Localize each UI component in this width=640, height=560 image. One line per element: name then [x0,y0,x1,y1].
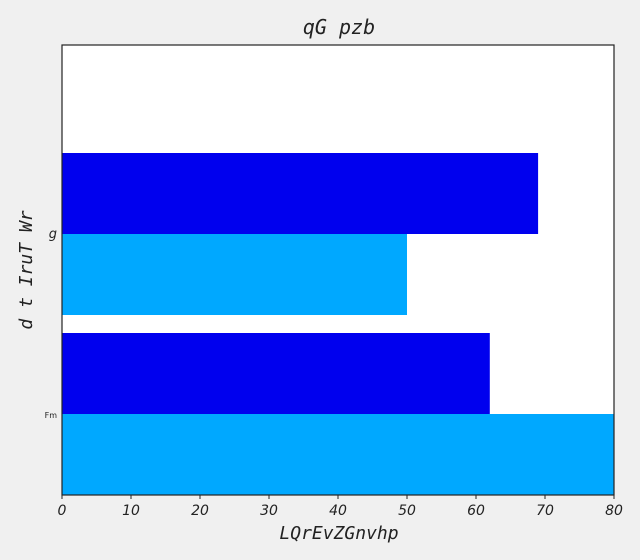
x-tick-label: 70 [536,503,554,519]
x-axis-ticks: 0 10 20 30 40 50 60 70 80 [58,495,623,519]
chart-title: qG pzb [303,15,375,39]
x-axis-label: LQrEvZGnvhp [279,523,398,544]
x-tick-label: 60 [467,503,485,519]
x-tick-label: 0 [58,503,67,519]
x-tick-label: 20 [191,503,209,519]
bar-Fm-series-1 [62,333,490,414]
bars-group [62,153,614,495]
bar-Fm-series-2 [62,414,614,495]
y-tick-label: g [49,227,57,242]
y-axis-ticks: g Fm [45,227,58,420]
y-tick-label: Fm [45,411,58,420]
x-tick-label: 80 [605,503,623,519]
x-tick-label: 30 [260,503,278,519]
bar-g-series-1 [62,153,539,234]
bar-g-series-2 [62,234,407,315]
y-axis-label: d t IruT Wr [16,210,37,329]
x-tick-label: 10 [122,503,140,519]
x-tick-label: 50 [398,503,416,519]
x-tick-label: 40 [329,503,347,519]
